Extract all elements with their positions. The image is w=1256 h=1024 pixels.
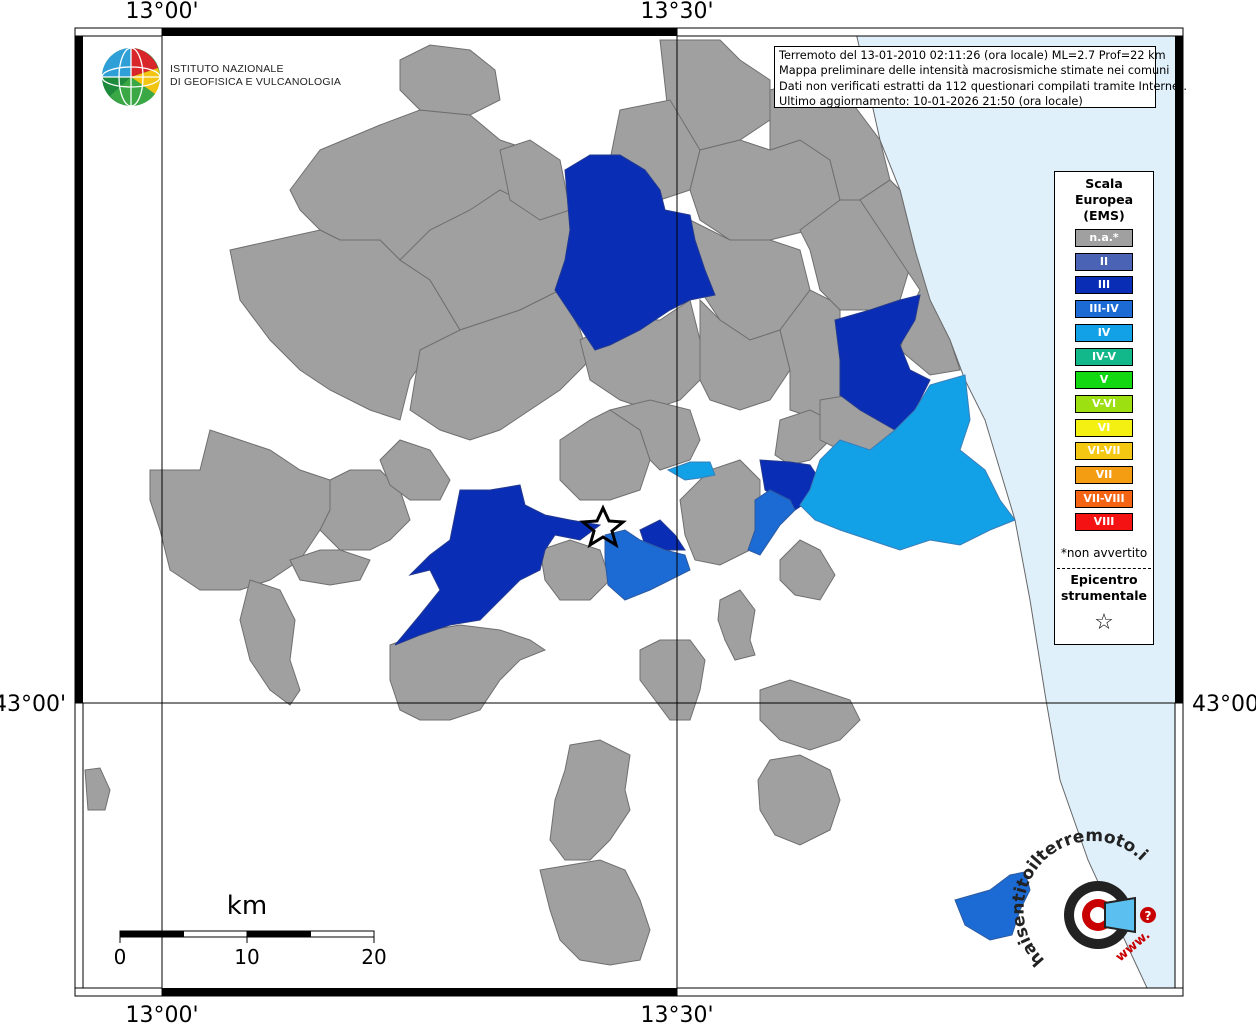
event-info-box: Terremoto del 13-01-2010 02:11:26 (ora l… [774, 46, 1188, 109]
frame-bar-left [75, 36, 83, 703]
legend-non-avvertito: *non avvertito [1060, 546, 1148, 560]
legend-swatch: IV [1075, 323, 1133, 342]
scale-tick-label: 0 [114, 945, 127, 969]
frame-bar-right-white [1174, 702, 1184, 989]
legend-swatch: III [1075, 276, 1133, 295]
coord-top-right: 13°30' [640, 0, 713, 24]
comune-ems-III-IV [604, 529, 691, 601]
ingv-name-line2: DI GEOFISICA E VULCANOLOGIA [170, 75, 342, 88]
ems-legend: Scala Europea (EMS) n.a.* II III III-IV IV IV… [1054, 171, 1154, 645]
comune-na [289, 549, 371, 586]
comune-na [759, 679, 861, 751]
coord-right-lat: 43°00' [1192, 692, 1256, 717]
comune-ems-III [554, 154, 716, 351]
comune-na [539, 859, 651, 966]
question-badge [1140, 907, 1156, 923]
legend-swatch: IV-V [1075, 347, 1133, 366]
megaphone-icon [1104, 896, 1136, 934]
scale-bar-segment [247, 931, 311, 937]
legend-divider [1057, 568, 1151, 569]
comune-ems-IV [666, 461, 716, 481]
legend-title-line: Scala [1085, 176, 1123, 191]
target-center [1090, 907, 1106, 923]
comune-na [757, 754, 841, 846]
comune-ems-III [394, 484, 602, 646]
legend-swatch: VII-VIII [1075, 489, 1133, 508]
legend-swatch: VI [1075, 418, 1133, 437]
legend-title-line: (EMS) [1083, 208, 1125, 223]
graticule [75, 28, 1183, 996]
scale-tick-label: 20 [361, 945, 386, 969]
ingv-name: ISTITUTO NAZIONALE DI GEOFISICA E VULCAN… [170, 63, 341, 88]
frame-bar-left-white [74, 702, 84, 989]
frame-bar-top [162, 28, 677, 36]
comune-na [774, 409, 831, 466]
legend-epicenter-label: Epicentro strumentale [1055, 572, 1153, 604]
legend-swatch: VIII [1075, 513, 1133, 532]
legend-swatch: III-IV [1075, 300, 1133, 319]
coord-bottom-right: 13°30' [640, 1003, 713, 1024]
coord-left-lat: 43°00' [0, 692, 66, 717]
comune-na [717, 589, 756, 661]
comune-na [239, 579, 301, 706]
legend-swatch: VII [1075, 466, 1133, 484]
comune-na [409, 289, 591, 441]
scale-bar: km 0 10 20 [114, 891, 387, 969]
frame-bar-right [1175, 36, 1183, 703]
frame-bar-bottom [162, 988, 677, 996]
frame-bar-top-white-2 [676, 27, 1184, 37]
event-info-line: Dati non verificati estratti da 112 ques… [779, 79, 1188, 93]
comune-na [84, 767, 111, 811]
comune-na [539, 539, 611, 601]
frame-bars [74, 27, 1184, 997]
frame-bar-bottom-white-2 [676, 987, 1184, 997]
question-mark: ? [1145, 909, 1152, 923]
epicenter-star-icon [579, 504, 627, 549]
comuni-ems-IV [666, 374, 1016, 551]
comune-na [699, 298, 791, 411]
comune-na [549, 739, 631, 861]
scale-bar-segment [120, 931, 184, 937]
comune-ems-III-IV [747, 489, 796, 556]
comune-ems-III [834, 294, 931, 431]
comune-na [319, 469, 411, 551]
comune-na [379, 439, 451, 501]
comune-na [859, 179, 961, 376]
legend-swatch: n.a.* [1075, 229, 1133, 247]
scale-unit: km [227, 891, 267, 921]
coord-bottom-left: 13°00' [125, 1003, 198, 1024]
comune-ems-IV [799, 374, 1016, 551]
legend-star-icon: ☆ [1094, 610, 1114, 635]
ingv-name-line1: ISTITUTO NAZIONALE [170, 63, 284, 75]
comune-na [779, 539, 836, 601]
comune-na [559, 409, 651, 501]
comune-ems-III-IV [954, 871, 1031, 941]
legend-swatch: V-VI [1075, 394, 1133, 413]
legend-epicenter-line: strumentale [1060, 588, 1148, 603]
legend-swatch: VI-VII [1075, 442, 1133, 461]
frame-bar-top-white [74, 27, 163, 37]
legend-swatch: V [1075, 371, 1133, 390]
event-info-line: Mappa preliminare delle intensità macros… [779, 64, 1170, 78]
comune-na [389, 624, 547, 721]
comune-na [639, 639, 706, 721]
event-info-line: Ultimo aggiornamento: 10-01-2026 21:50 (… [779, 95, 1083, 109]
legend-title-line: Europea [1074, 192, 1134, 207]
legend-title: Scala Europea (EMS) [1055, 176, 1153, 224]
comuni-ems-III-IV [604, 489, 1031, 941]
comune-na [399, 44, 501, 116]
ingv-globe-icon [101, 47, 161, 107]
legend-epicenter-line: Epicentro [1070, 572, 1138, 587]
event-info-line: Terremoto del 13-01-2010 02:11:26 (ora l… [779, 49, 1166, 62]
frame-bar-bottom-white [74, 987, 163, 997]
scale-tick-label: 10 [234, 945, 259, 969]
comuni-ems-III [394, 154, 931, 646]
legend-swatch: II [1075, 252, 1133, 271]
coord-top-left: 13°00' [125, 0, 198, 24]
